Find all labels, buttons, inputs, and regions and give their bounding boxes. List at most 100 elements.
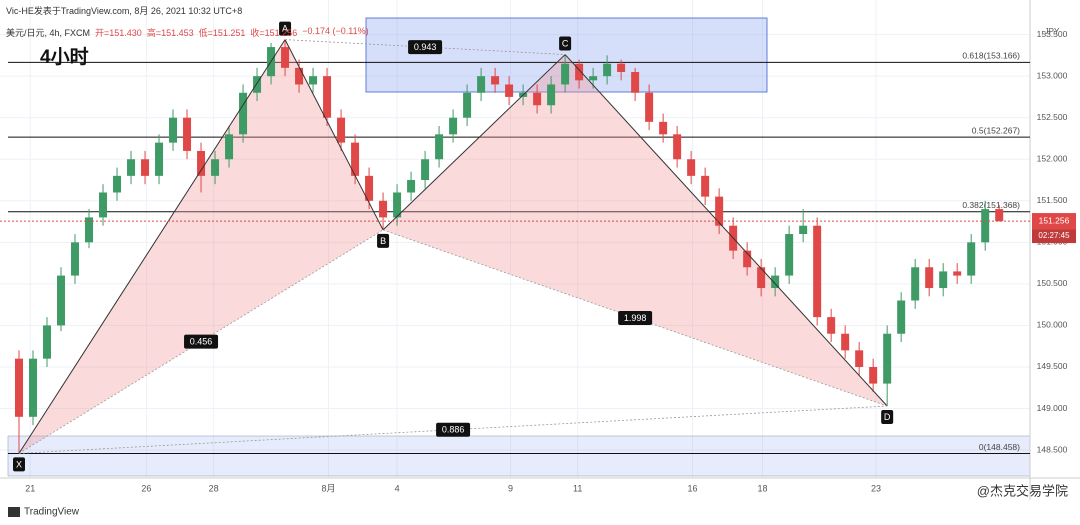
quote-field: −0.174 (−0.11%) [302, 26, 369, 36]
point-label: X [16, 459, 22, 469]
point-badge [279, 21, 292, 36]
candle-body [939, 271, 948, 289]
candle-body [995, 209, 1004, 222]
candle-body [687, 159, 696, 176]
candle-body [827, 317, 836, 334]
brand-logo [8, 507, 20, 517]
candle-body [309, 76, 318, 85]
candle-body [183, 117, 192, 151]
y-tick-label: 149.000 [1037, 403, 1068, 413]
candle-body [953, 271, 962, 276]
ratio-label: 1.998 [624, 313, 647, 323]
candle-body [533, 92, 542, 106]
candle-body [477, 76, 486, 93]
candle-body [281, 47, 290, 68]
quote-field: 低=151.251 [198, 28, 246, 38]
point-label: C [562, 38, 569, 48]
candle-body [57, 275, 66, 326]
candle-body [141, 159, 150, 176]
candle-body [743, 250, 752, 268]
fib-label: 0(148.458) [979, 442, 1020, 452]
y-tick-label: 152.000 [1037, 154, 1068, 164]
quote-field: 高=151.453 [146, 28, 194, 38]
candle-body [701, 175, 710, 197]
candle-body [169, 117, 178, 143]
brand: TradingView [24, 507, 80, 518]
candle-body [855, 350, 864, 367]
candle-body [967, 242, 976, 276]
candle-body [645, 92, 654, 122]
point-label: B [380, 236, 386, 246]
y-tick-label: 148.500 [1037, 444, 1068, 454]
candle-body [799, 225, 808, 235]
candle-body [757, 267, 766, 289]
point-label: A [282, 23, 288, 33]
candle-body [491, 76, 500, 85]
candle-body [43, 325, 52, 359]
quote-field: 开=151.430 [95, 28, 142, 38]
ratio-label: 0.886 [442, 425, 465, 435]
quote-line: 美元/日元, 4h, FXCM 开=151.430 高=151.453 低=151.2… [6, 26, 369, 39]
fib-label: 0.382(151.368) [962, 200, 1020, 210]
chart-title: 4小时 [40, 46, 89, 68]
x-tick-label: 11 [573, 483, 582, 493]
candle-body [365, 175, 374, 201]
candle-body [813, 225, 822, 318]
candle-body [337, 117, 346, 143]
candle-body [463, 92, 472, 118]
pattern-leg [564, 54, 888, 407]
candle-body [85, 217, 94, 243]
x-tick-label: 18 [758, 483, 768, 493]
pattern-leg [18, 39, 286, 454]
candle-body [547, 84, 556, 106]
zone-box [7, 435, 1031, 477]
candle-body [631, 72, 640, 93]
candle-body [925, 267, 934, 289]
ratio-label: 0.943 [414, 42, 437, 52]
candle-body [225, 134, 234, 160]
candle-body [883, 333, 892, 384]
ratio-label: 0.456 [190, 337, 213, 347]
y-tick-label: 151.500 [1037, 195, 1068, 205]
candle-body [449, 117, 458, 135]
pattern-ratio-line [382, 229, 888, 407]
x-tick-label: 21 [25, 483, 35, 493]
candle-body [407, 180, 416, 193]
candle-body [785, 234, 794, 276]
y-tick-label: 149.500 [1037, 361, 1068, 371]
pattern-leg [382, 54, 566, 231]
candle-body [197, 150, 206, 176]
candle-body [127, 159, 136, 176]
x-tick-label: 8月 [321, 483, 335, 493]
point-badge [559, 36, 572, 51]
fib-label: 0.5(152.267) [972, 125, 1020, 135]
y-tick-label: 153.000 [1037, 70, 1068, 80]
candle-body [155, 142, 164, 176]
candle-body [71, 242, 80, 276]
ratio-badge [184, 334, 219, 349]
candle-body [715, 196, 724, 226]
candle-body [113, 175, 122, 193]
candle-body [659, 121, 668, 135]
x-tick-label: 23 [871, 483, 881, 493]
pattern-triangle [383, 54, 888, 407]
candle-body [239, 92, 248, 135]
candle-body [421, 159, 430, 181]
candle-body [981, 209, 990, 243]
ratio-badge [436, 422, 471, 437]
x-tick-label: 16 [688, 483, 698, 493]
candle-body [99, 192, 108, 218]
candle-body [603, 63, 612, 77]
candle-body [771, 275, 780, 289]
candle-body [351, 142, 360, 176]
fib-label: 0.618(153.166) [962, 51, 1020, 61]
candle-body [575, 63, 584, 81]
point-badge [13, 457, 26, 472]
ratio-badge [408, 40, 443, 55]
y-tick-label: 153.500 [1037, 29, 1068, 39]
point-label: D [884, 412, 891, 422]
candle-body [841, 333, 850, 351]
pattern-ratio-line [18, 405, 888, 454]
candle-body [379, 200, 388, 218]
candle-body [323, 76, 332, 118]
